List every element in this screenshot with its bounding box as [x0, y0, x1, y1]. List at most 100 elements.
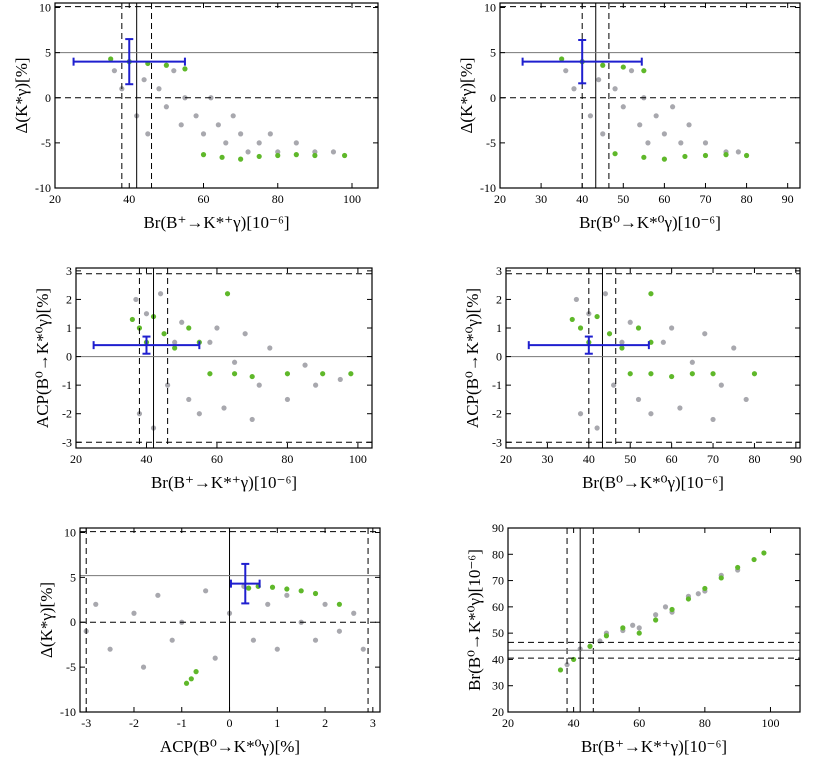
point	[603, 633, 610, 639]
point	[620, 104, 626, 110]
point	[107, 646, 113, 652]
y-tick-label: 30	[492, 679, 504, 693]
point	[628, 68, 635, 74]
x-tick-label: 3	[370, 716, 376, 730]
point	[677, 405, 683, 411]
point	[156, 86, 162, 92]
y-tick-label: 10	[64, 525, 76, 539]
point	[312, 149, 318, 155]
point	[249, 416, 255, 423]
point	[336, 628, 342, 634]
x-tick-label: 100	[349, 452, 367, 466]
point	[293, 140, 299, 146]
point	[143, 311, 150, 317]
point	[284, 396, 291, 403]
y-axis-label: Δ(K*γ)[%]	[37, 582, 56, 658]
y-tick-label: 40	[492, 652, 504, 666]
y-tick-label: 0	[45, 91, 51, 105]
y-tick-label: 5	[45, 46, 51, 60]
point	[619, 345, 625, 351]
point	[221, 405, 227, 411]
point	[669, 606, 675, 613]
point	[596, 77, 602, 83]
y-tick-label: 2	[66, 292, 72, 306]
point	[203, 588, 209, 594]
point	[743, 152, 750, 159]
point	[669, 373, 675, 380]
point	[93, 601, 99, 607]
point	[157, 291, 164, 297]
x-tick-label: 20	[70, 452, 82, 466]
point	[660, 339, 666, 345]
y-tick-label: 80	[492, 547, 504, 561]
y-axis-label: ACP(B⁰→K*⁰γ)[%]	[33, 288, 52, 428]
point	[612, 86, 618, 92]
x-axis-label: Br(B⁰→K*⁰γ)[10⁻⁶]	[582, 473, 724, 492]
y-tick-label: 2	[496, 292, 502, 306]
point	[223, 140, 229, 146]
x-tick-label: 60	[666, 452, 678, 466]
x-tick-label: 100	[343, 192, 361, 206]
panel: 20 30 40 50 60 70 80 90 -3 -2 -1 0 1 2 3 Br(B⁰→K*⁰γ)[10…	[463, 264, 802, 492]
point	[635, 396, 642, 403]
plot-area	[80, 528, 380, 712]
point	[182, 66, 188, 72]
x-tick-label: 70	[707, 452, 719, 466]
panel: 20 30 40 50 60 70 80 90 -10 -5 0 5 10 Br(B⁰→K*⁰γ)[10⁻…	[457, 1, 801, 232]
point	[636, 625, 642, 631]
point	[246, 585, 252, 591]
point	[207, 371, 213, 377]
point	[284, 592, 290, 598]
point	[653, 113, 659, 119]
point	[140, 664, 147, 670]
panel: -3 -2 -1 0 1 2 3-10-50510ACP(B⁰→K*⁰γ)[%]Δ(K*γ)…	[37, 525, 381, 756]
point	[231, 371, 238, 377]
point	[710, 416, 716, 423]
y-tick-label: 3	[496, 264, 502, 278]
x-axis-label: Br(B⁺→K*⁺γ)[10⁻⁶]	[581, 737, 727, 756]
y-tick-label: 5	[490, 46, 496, 60]
y-tick-label: -1	[62, 378, 72, 392]
x-tick-label: 90	[782, 192, 794, 206]
point	[145, 131, 151, 137]
point	[669, 325, 675, 331]
x-tick-label: 40	[576, 192, 588, 206]
point	[186, 396, 192, 403]
point	[597, 638, 603, 644]
y-tick-label: -10	[60, 705, 76, 719]
point	[751, 556, 757, 563]
y-tick-label: -3	[492, 435, 502, 449]
y-tick-label: 10	[39, 1, 51, 15]
point	[171, 68, 177, 74]
x-axis-label: Br(B⁺→K*⁺γ)[10⁻⁶]	[151, 473, 297, 492]
point	[627, 319, 633, 325]
frame	[507, 527, 801, 713]
y-tick-label: 0	[490, 91, 496, 105]
y-tick-label: 0	[496, 350, 502, 364]
point	[702, 585, 708, 592]
point	[641, 68, 647, 74]
point	[620, 625, 626, 631]
point	[312, 590, 319, 597]
point	[256, 140, 262, 146]
point	[133, 296, 139, 303]
point	[648, 371, 654, 377]
point	[731, 345, 737, 351]
panel: 20 40 60 80 100 -10 -5 0 5 10 Br(B⁺→K*⁺γ)[10⁻⁶] Δ(K…	[12, 1, 379, 232]
x-tick-label: 60	[658, 192, 670, 206]
point	[178, 122, 184, 128]
frame	[75, 267, 373, 449]
point	[245, 149, 251, 155]
x-tick-label: 90	[790, 452, 802, 466]
point	[761, 550, 767, 556]
point	[267, 131, 273, 137]
point	[685, 596, 692, 602]
point	[689, 359, 695, 365]
y-tick-label: -10	[480, 181, 496, 195]
point	[351, 610, 357, 616]
x-tick-label: 20	[49, 192, 61, 206]
point	[564, 662, 570, 668]
x-tick-label: -3	[81, 716, 91, 730]
plot-area	[500, 3, 800, 188]
